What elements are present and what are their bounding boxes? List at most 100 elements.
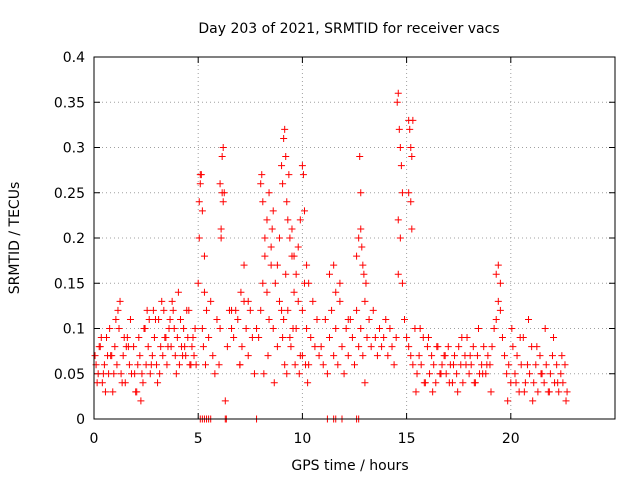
data-point (344, 315, 352, 323)
data-point (328, 306, 336, 314)
data-point (483, 361, 491, 369)
data-point (281, 361, 289, 369)
data-point (550, 334, 558, 342)
data-point (248, 334, 256, 342)
data-point (512, 379, 520, 387)
data-point (520, 388, 528, 396)
data-point (188, 343, 196, 351)
data-point (101, 388, 109, 396)
data-point (246, 306, 254, 314)
data-point (219, 198, 227, 206)
data-point (143, 306, 151, 314)
data-point (261, 234, 269, 242)
data-point (394, 89, 402, 97)
data-point (342, 325, 350, 332)
data-point (505, 361, 513, 369)
data-point (562, 397, 570, 405)
y-tick-label: 0.2 (63, 231, 85, 247)
data-point (163, 361, 171, 369)
data-point (299, 171, 307, 179)
data-point (359, 352, 367, 360)
data-point (459, 379, 467, 387)
data-point (526, 370, 534, 378)
data-point (255, 334, 263, 342)
data-point (348, 334, 356, 342)
data-point (433, 343, 441, 351)
data-point (474, 325, 482, 332)
data-point (360, 270, 368, 278)
data-point (362, 279, 370, 287)
data-point (292, 270, 300, 278)
data-point (380, 334, 388, 342)
data-point (311, 343, 319, 351)
data-point (336, 279, 344, 287)
data-point (213, 315, 221, 323)
data-point (344, 352, 352, 360)
data-point (181, 343, 189, 351)
data-point (100, 361, 108, 369)
data-point (394, 270, 402, 278)
data-point (290, 252, 298, 260)
data-point (555, 388, 563, 396)
x-tick-label: 5 (194, 431, 203, 447)
data-point (351, 361, 358, 369)
data-point (137, 397, 145, 405)
data-point (242, 325, 250, 332)
data-point (258, 171, 266, 179)
data-point (469, 343, 477, 351)
data-point (195, 234, 203, 242)
data-point (378, 343, 386, 351)
data-point (131, 370, 139, 378)
data-point (358, 243, 366, 251)
data-point (336, 297, 344, 305)
data-point (282, 153, 290, 161)
y-axis-label: SRMTID / TECUs (7, 182, 23, 295)
data-point (295, 370, 303, 378)
data-point (200, 288, 208, 296)
data-point (409, 361, 417, 369)
data-point (420, 379, 428, 387)
data-point (355, 343, 363, 351)
data-point (269, 207, 277, 215)
data-point (357, 325, 365, 332)
data-point (175, 361, 183, 369)
data-point (315, 352, 323, 360)
data-point (432, 379, 440, 387)
data-point (162, 334, 170, 342)
y-tick-label: 0.35 (54, 95, 85, 111)
data-point (216, 325, 224, 332)
data-point (330, 261, 338, 269)
data-point (283, 198, 291, 206)
y-tick-label: 0.4 (63, 50, 85, 66)
data-point (494, 297, 502, 305)
data-point (367, 343, 375, 351)
data-point (125, 361, 133, 369)
data-point (521, 379, 529, 387)
data-point (159, 352, 167, 360)
data-point (294, 297, 302, 305)
data-point (133, 388, 141, 396)
y-tick-label: 0 (76, 412, 85, 428)
data-point (173, 334, 181, 342)
data-point (169, 306, 177, 314)
data-point (426, 370, 434, 378)
data-point (394, 216, 402, 224)
data-point (536, 352, 544, 360)
data-point (170, 325, 178, 332)
data-point (398, 189, 406, 197)
data-point (465, 370, 473, 378)
data-point (289, 325, 297, 332)
data-point (534, 388, 542, 396)
data-point (296, 216, 304, 224)
data-point (93, 379, 101, 387)
data-point (260, 370, 268, 378)
data-point (458, 334, 466, 342)
data-point (291, 361, 299, 369)
data-point (357, 225, 365, 233)
data-point (97, 334, 105, 342)
data-point (114, 306, 122, 314)
data-point (110, 370, 118, 378)
data-point (300, 207, 308, 215)
data-point (198, 207, 206, 215)
data-point (438, 361, 446, 369)
